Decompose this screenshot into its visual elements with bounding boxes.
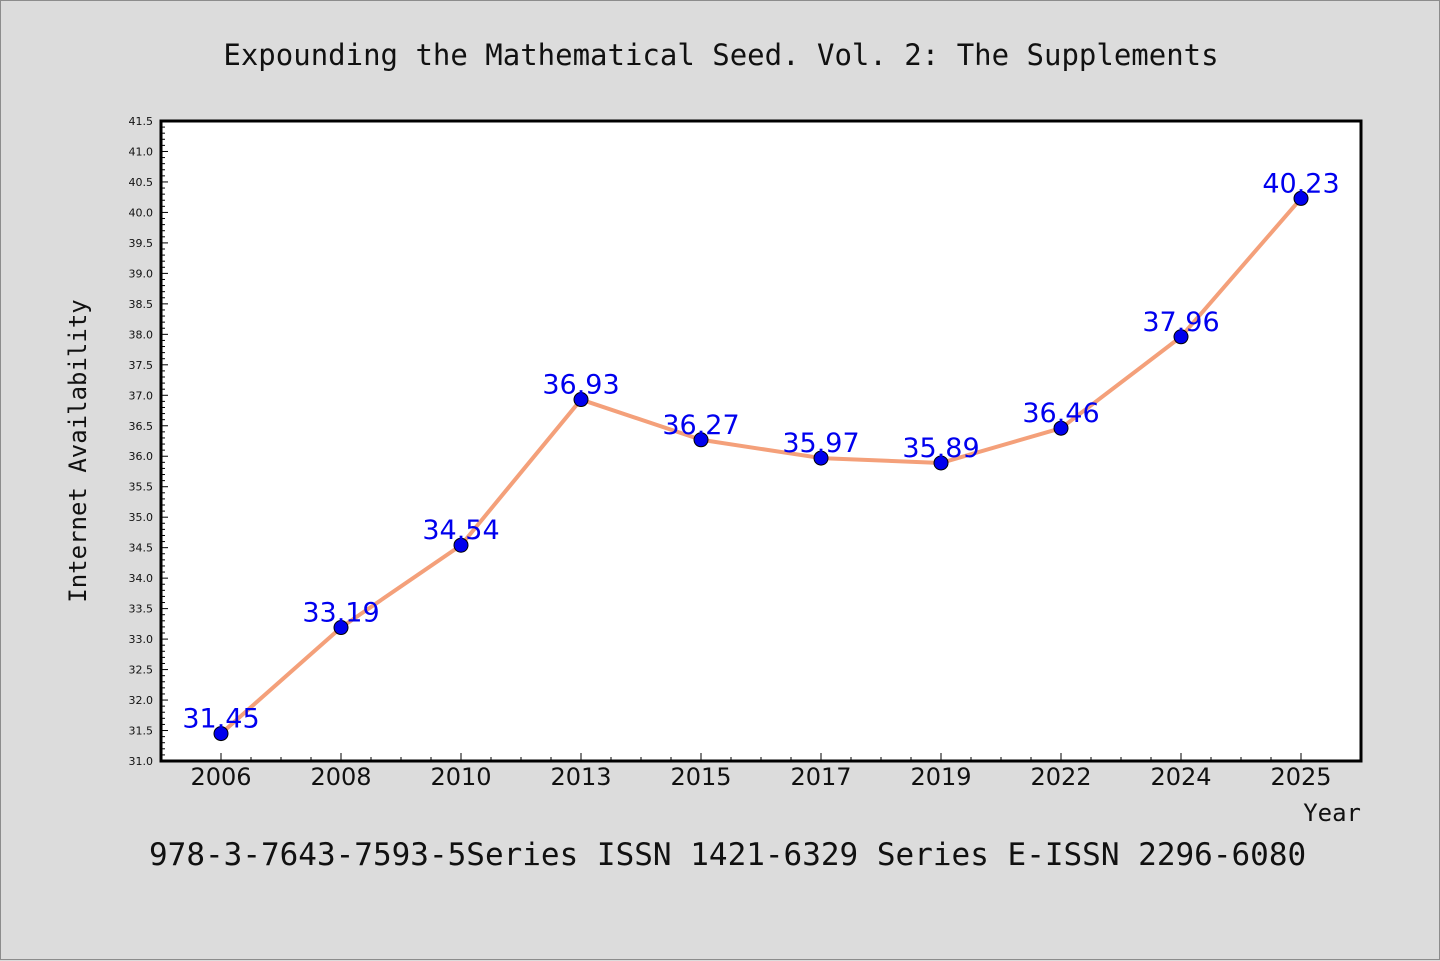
y-tick-label: 33.0: [129, 633, 154, 646]
data-point-marker[interactable]: [813, 450, 829, 466]
y-tick-label: 36.5: [129, 420, 154, 433]
y-tick-label: 37.5: [129, 359, 154, 372]
x-tick-label: 2017: [790, 763, 851, 791]
y-tick-label: 34.5: [129, 542, 154, 555]
x-tick-label: 2022: [1030, 763, 1091, 791]
x-tick-label: 2024: [1150, 763, 1211, 791]
y-tick-label: 31.0: [129, 755, 154, 768]
y-tick-label: 36.0: [129, 450, 154, 463]
data-value-label: 35.97: [782, 428, 859, 459]
y-tick-label: 35.0: [129, 511, 154, 524]
data-value-label: 37.96: [1142, 307, 1219, 338]
data-point-marker[interactable]: [1293, 190, 1309, 206]
data-value-label: 36.27: [662, 410, 739, 441]
data-point-marker[interactable]: [1173, 329, 1189, 345]
series-layer: [213, 190, 1309, 742]
y-tick-label: 40.0: [129, 206, 154, 219]
footer-isbn-text: 978-3-7643-7593-5Series ISSN 1421-6329 S…: [149, 837, 1306, 873]
y-tick-label: 39.0: [129, 267, 154, 280]
x-tick-label: 2010: [430, 763, 491, 791]
data-point-marker[interactable]: [333, 620, 349, 636]
x-tick-label: 2015: [670, 763, 731, 791]
data-value-label: 34.54: [422, 515, 499, 546]
data-value-label: 40.23: [1262, 168, 1339, 199]
x-tick-label: 2019: [910, 763, 971, 791]
x-tick-label: 2013: [550, 763, 611, 791]
data-point-marker[interactable]: [693, 432, 709, 448]
data-value-label: 33.19: [302, 598, 379, 629]
x-tick-label: 2006: [190, 763, 251, 791]
y-tick-label: 41.0: [129, 145, 154, 158]
x-tick-label: 2008: [310, 763, 371, 791]
data-point-marker[interactable]: [1053, 420, 1069, 436]
data-point-marker[interactable]: [933, 455, 949, 471]
series-line: [219, 196, 1303, 736]
ticks-layer: 31.0 31.5 32.0 32.5 33.0 33.5 34.0 34.5 35.0 35.5…: [129, 115, 1332, 791]
y-tick-label: 38.5: [129, 298, 154, 311]
y-tick-label: 33.5: [129, 603, 154, 616]
plot-border: [159, 119, 1363, 763]
data-value-label: 31.45: [182, 704, 259, 735]
data-value-label: 36.93: [542, 370, 619, 401]
y-tick-label: 31.5: [129, 725, 154, 738]
y-tick-label: 34.0: [129, 572, 154, 585]
chart-title: Expounding the Mathematical Seed. Vol. 2…: [223, 38, 1218, 72]
y-tick-label: 35.5: [129, 481, 154, 494]
data-point-marker[interactable]: [573, 392, 589, 408]
data-labels-layer: 31.45 33.19 34.54 36.93 36.27 35.97 35.89 36.46…: [182, 168, 1339, 734]
plot-area: [161, 121, 1361, 761]
y-axis-label: Internet Availability: [64, 299, 92, 602]
data-value-label: 35.89: [902, 433, 979, 464]
y-tick-label: 40.5: [129, 176, 154, 189]
data-point-marker[interactable]: [453, 537, 469, 553]
x-axis-label: Year: [1303, 799, 1361, 827]
y-tick-label: 38.0: [129, 328, 154, 341]
data-value-label: 36.46: [1022, 398, 1099, 429]
y-tick-label: 37.0: [129, 389, 154, 402]
y-tick-label: 41.5: [129, 115, 154, 128]
y-tick-label: 32.5: [129, 664, 154, 677]
x-tick-label: 2025: [1270, 763, 1331, 791]
y-tick-label: 32.0: [129, 694, 154, 707]
data-point-marker[interactable]: [213, 726, 229, 742]
y-tick-label: 39.5: [129, 237, 154, 250]
